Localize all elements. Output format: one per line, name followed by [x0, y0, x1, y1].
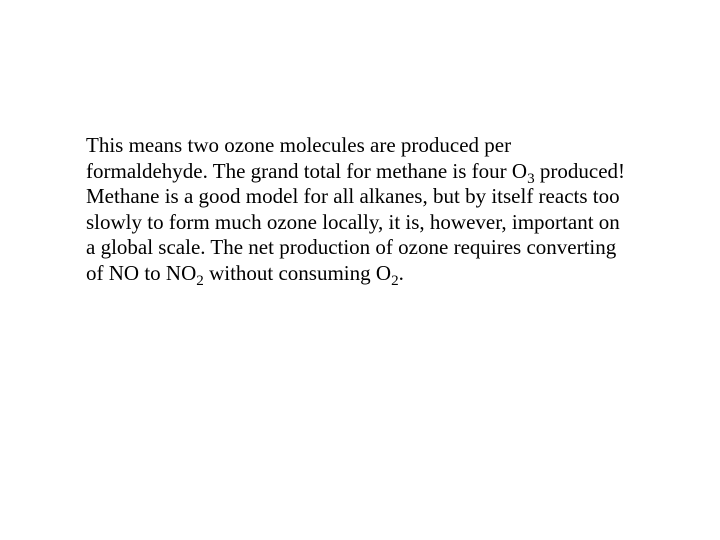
subscript: 3 [527, 171, 535, 187]
body-paragraph: This means two ozone molecules are produ… [86, 133, 631, 287]
subscript: 2 [391, 273, 399, 289]
slide: This means two ozone molecules are produ… [0, 0, 720, 540]
subscript: 2 [196, 273, 204, 289]
